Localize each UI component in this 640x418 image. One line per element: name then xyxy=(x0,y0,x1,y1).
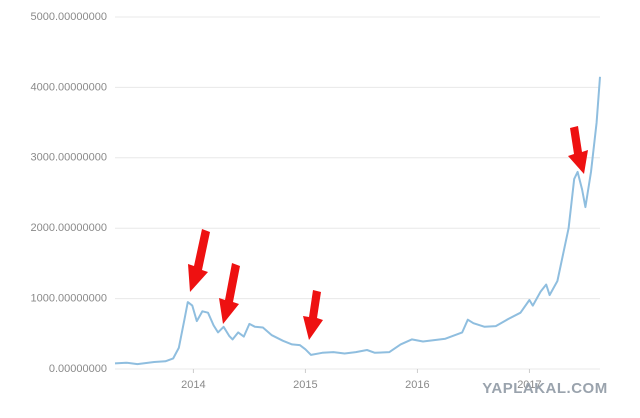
x-tick-label: 2014 xyxy=(181,379,205,391)
y-tick-label: 1000.00000000 xyxy=(31,293,107,305)
x-tick-label: 2017 xyxy=(517,379,541,391)
annotation-arrows xyxy=(188,126,588,340)
y-tick-label: 0.00000000 xyxy=(49,363,107,375)
y-tick-label: 4000.00000000 xyxy=(31,81,107,93)
x-tick-label: 2015 xyxy=(293,379,317,391)
x-tick-label: 2016 xyxy=(405,379,429,391)
arrow xyxy=(568,126,588,174)
y-tick-label: 3000.00000000 xyxy=(31,152,107,164)
y-tick-label: 2000.00000000 xyxy=(31,222,107,234)
arrow xyxy=(219,263,240,324)
arrow xyxy=(303,290,323,340)
watermark: YAPLAKAL.COM xyxy=(482,380,607,397)
arrow xyxy=(188,229,210,292)
y-tick-label: 5000.00000000 xyxy=(31,11,107,23)
plot-area: 0.00000000 1000.00000000 2000.00000000 3000… xyxy=(31,11,601,391)
price-line xyxy=(114,76,601,366)
